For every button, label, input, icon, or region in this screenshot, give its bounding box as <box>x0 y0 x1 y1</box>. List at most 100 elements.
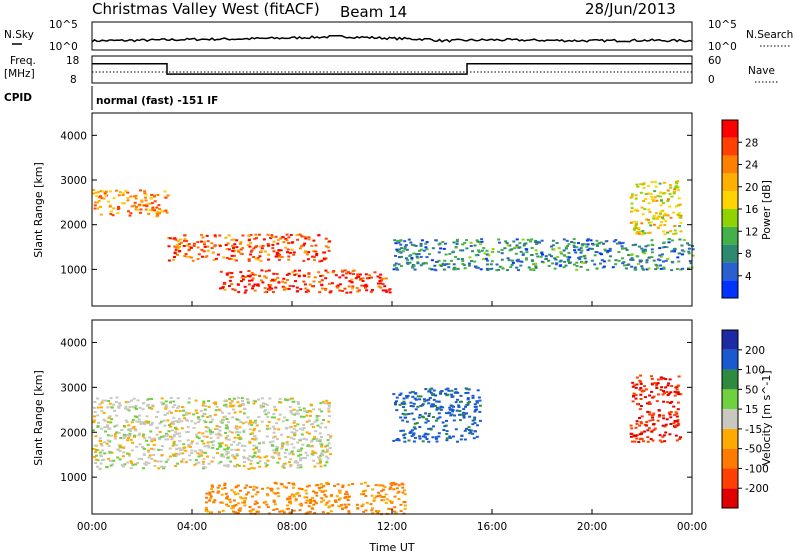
heatmap-cell <box>168 435 172 438</box>
heatmap-cell <box>186 439 190 442</box>
heatmap-cell <box>450 393 453 396</box>
heatmap-cell <box>228 498 232 501</box>
heatmap-cell <box>92 448 96 450</box>
heatmap-cell <box>478 404 482 407</box>
heatmap-cell <box>425 418 429 421</box>
heatmap-cell <box>667 198 670 201</box>
y-tick-label: 1000 <box>60 472 87 484</box>
heatmap-cell <box>126 408 130 411</box>
heatmap-cell <box>204 451 207 454</box>
heatmap-cell <box>121 455 125 458</box>
heatmap-cell <box>638 245 641 248</box>
heatmap-cell <box>224 403 228 406</box>
heatmap-cell <box>347 483 351 486</box>
heatmap-cell <box>469 431 473 434</box>
heatmap-cell <box>452 419 456 422</box>
heatmap-cell <box>446 393 450 396</box>
heatmap-cell <box>127 409 131 412</box>
colorbar-swatch <box>722 262 738 281</box>
heatmap-cell <box>297 454 301 457</box>
heatmap-cell <box>286 498 290 501</box>
heatmap-cell <box>98 205 102 208</box>
heatmap-cell <box>677 252 681 255</box>
heatmap-cell <box>167 236 171 239</box>
heatmap-cell <box>243 499 247 502</box>
heatmap-cell <box>277 281 281 284</box>
heatmap-cell <box>183 239 186 242</box>
heatmap-cell <box>393 264 397 267</box>
heatmap-cell <box>292 482 295 485</box>
heatmap-cell <box>261 402 265 405</box>
heatmap-cell <box>306 258 310 261</box>
heatmap-cell <box>326 439 330 442</box>
heatmap-cell <box>263 291 267 294</box>
heatmap-cell <box>474 409 478 411</box>
heatmap-cell <box>265 464 269 467</box>
heatmap-cell <box>643 248 647 251</box>
heatmap-cell <box>410 257 414 259</box>
heatmap-cell <box>229 276 233 279</box>
heatmap-cell <box>320 422 324 425</box>
heatmap-cell <box>544 255 548 258</box>
heatmap-cell <box>99 190 103 193</box>
heatmap-cell <box>647 401 651 404</box>
heatmap-cell <box>250 249 254 252</box>
heatmap-cell <box>393 506 397 509</box>
heatmap-cell <box>232 499 236 502</box>
heatmap-cell <box>467 429 471 431</box>
heatmap-cell <box>296 412 300 415</box>
heatmap-cell <box>334 500 338 503</box>
heatmap-cell <box>325 501 329 504</box>
heatmap-cell <box>288 406 292 409</box>
heatmap-cell <box>371 512 375 515</box>
heatmap-cell <box>432 398 436 401</box>
heatmap-cell <box>557 247 561 250</box>
y-tick-label: 1000 <box>60 264 87 276</box>
heatmap-cell <box>395 267 398 270</box>
heatmap-cell <box>331 271 335 274</box>
heatmap-cell <box>485 249 489 252</box>
heatmap-cell <box>630 265 634 268</box>
heatmap-cell <box>312 408 316 411</box>
heatmap-cell <box>307 236 311 239</box>
heatmap-cell <box>412 402 416 405</box>
heatmap-cell <box>431 405 434 408</box>
heatmap-cell <box>214 257 218 260</box>
heatmap-cell <box>221 455 225 458</box>
heatmap-cell <box>677 260 681 263</box>
heatmap-cell <box>206 249 210 252</box>
heatmap-cell <box>314 437 318 440</box>
heatmap-cell <box>423 400 427 403</box>
heatmap-cell <box>202 412 206 415</box>
heatmap-cell <box>287 242 291 245</box>
heatmap-cell <box>653 190 657 193</box>
heatmap-cell <box>115 424 119 427</box>
heatmap-cell <box>668 184 672 187</box>
heatmap-cell <box>666 384 670 387</box>
heatmap-cell <box>206 510 210 513</box>
heatmap-cell <box>580 249 584 252</box>
heatmap-cell <box>281 445 284 448</box>
heatmap-cell <box>478 410 482 413</box>
heatmap-cell <box>271 291 275 294</box>
heatmap-cell <box>224 492 228 495</box>
heatmap-cell <box>410 435 414 438</box>
heatmap-cell <box>371 289 374 291</box>
heatmap-cell <box>150 407 154 410</box>
heatmap-cell <box>155 206 159 209</box>
heatmap-cell <box>642 187 646 189</box>
heatmap-cell <box>643 396 647 399</box>
heatmap-cell <box>467 264 471 267</box>
heatmap-cell <box>508 249 512 252</box>
heatmap-cell <box>94 435 98 438</box>
heatmap-cell <box>290 451 294 454</box>
heatmap-cell <box>580 244 584 247</box>
heatmap-cell <box>643 208 647 211</box>
heatmap-cell <box>247 491 250 494</box>
heatmap-cell <box>226 495 230 498</box>
colorbar-tick-label: 24 <box>745 160 759 172</box>
heatmap-cell <box>247 270 251 272</box>
heatmap-cell <box>232 247 236 249</box>
heatmap-cell <box>515 238 519 241</box>
heatmap-cell <box>291 271 295 274</box>
